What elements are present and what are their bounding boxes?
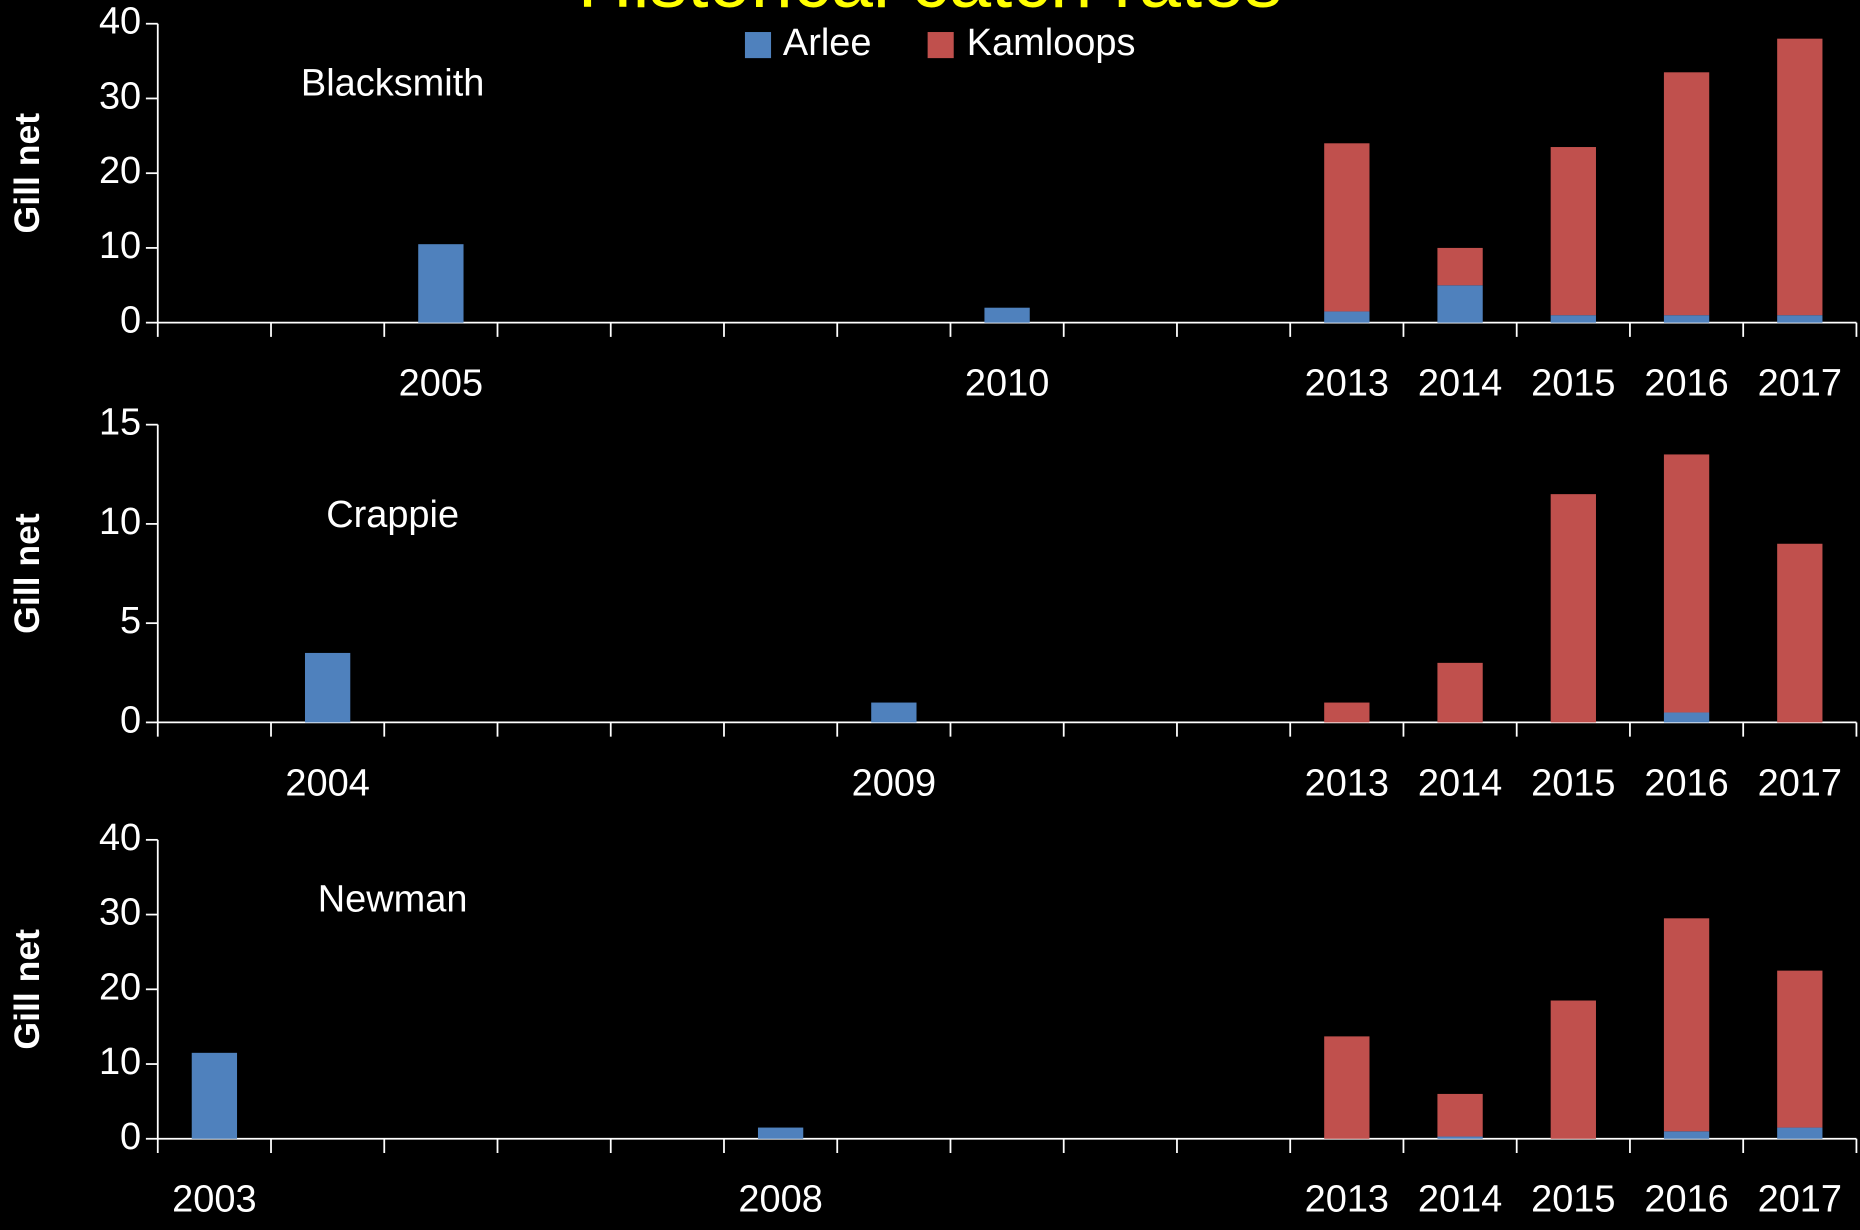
y-axis-label: Gill net [7, 929, 47, 1050]
bar-segment [757, 1127, 804, 1139]
bar-segment [1663, 918, 1710, 1132]
bar-segment [1324, 311, 1370, 323]
y-tick-label: 0 [120, 1116, 141, 1158]
x-tick-label: 2014 [1418, 762, 1502, 804]
legend-swatch [744, 32, 772, 59]
panel-label: Crappie [326, 494, 459, 536]
x-tick-label: 2016 [1644, 363, 1728, 405]
legend-swatch [927, 32, 954, 59]
chart: 0 10 20 30 40 Gill net Blacksmith 2005 2010 2013 2… [7, 1, 1858, 405]
y-axis-label: Gill net [7, 113, 47, 234]
x-tick-label: 2015 [1531, 762, 1615, 804]
bar-segment [1777, 543, 1823, 723]
y-tick-label: 40 [99, 1, 141, 43]
bar-segment [1550, 147, 1596, 316]
bar-segment [304, 652, 351, 723]
bar-segment [1663, 315, 1710, 323]
x-tick-label: 2010 [965, 363, 1049, 405]
chart: 0 10 20 30 40 Gill net Newman 2003 2008 2013 2014 2… [7, 817, 1858, 1221]
x-tick-label: 2015 [1531, 363, 1615, 405]
legend-label: Arlee [783, 22, 872, 64]
x-tick-label: 2014 [1418, 1179, 1502, 1221]
x-tick-label: 2013 [1305, 363, 1389, 405]
bar-segment [1663, 72, 1710, 316]
x-tick-label: 2017 [1758, 363, 1842, 405]
x-tick-label: 2013 [1305, 762, 1389, 804]
bar-segment [1663, 454, 1710, 713]
bar-segment [1324, 1036, 1370, 1139]
y-tick-label: 40 [99, 817, 141, 859]
y-tick-label: 5 [120, 600, 141, 642]
x-tick-label: 2017 [1758, 1179, 1842, 1221]
x-tick-label: 2013 [1305, 1179, 1389, 1221]
y-tick-label: 10 [99, 501, 141, 543]
bar-segment [1437, 662, 1483, 723]
bar-segment [1437, 1136, 1483, 1139]
bar-segment [191, 1052, 238, 1139]
bar-segment [1777, 315, 1823, 323]
bar-segment [1550, 315, 1596, 323]
chart: 0 5 10 15 Gill net Crappie 2004 2009 2013 2014 201… [7, 402, 1858, 804]
y-tick-label: 10 [99, 1041, 141, 1083]
x-tick-label: 2015 [1531, 1179, 1615, 1221]
x-tick-label: 2016 [1644, 762, 1728, 804]
x-tick-label: 2005 [399, 363, 483, 405]
panel-label: Blacksmith [301, 62, 484, 104]
bar-segment [1437, 1093, 1483, 1137]
bar-segment [1324, 702, 1370, 723]
bar-segment [1437, 247, 1483, 286]
x-tick-label: 2017 [1758, 762, 1842, 804]
x-tick-label: 2004 [285, 762, 369, 804]
x-tick-label: 2016 [1644, 1179, 1728, 1221]
y-tick-label: 10 [99, 225, 141, 267]
x-tick-label: 2008 [738, 1179, 822, 1221]
y-axis-label: Gill net [7, 513, 47, 634]
bar-segment [984, 307, 1030, 323]
bar-segment [1777, 38, 1823, 316]
y-tick-label: 20 [99, 150, 141, 192]
bar-segment [1777, 1127, 1823, 1139]
y-tick-label: 30 [99, 75, 141, 117]
bar-segment [1550, 494, 1596, 723]
bar-segment [1777, 970, 1823, 1128]
slide-title: Historical catch rates [578, 0, 1282, 24]
legend-label: Kamloops [967, 22, 1136, 64]
y-tick-label: 15 [99, 402, 141, 444]
bar-segment [1324, 143, 1370, 312]
bar-segment [1550, 1000, 1596, 1139]
y-tick-label: 20 [99, 966, 141, 1008]
x-tick-label: 2014 [1418, 363, 1502, 405]
bar-segment [418, 244, 464, 323]
bar-segment [1663, 712, 1710, 723]
slide: Historical catch rates Arlee Kamloops 0 1… [7, 0, 1858, 1221]
y-tick-label: 0 [120, 699, 141, 741]
bar-segment [1437, 285, 1483, 323]
bar-segment [1663, 1131, 1710, 1139]
x-tick-label: 2003 [172, 1179, 256, 1221]
x-tick-label: 2009 [852, 762, 936, 804]
panel-label: Newman [318, 879, 468, 921]
y-tick-label: 30 [99, 892, 141, 934]
bar-segment [871, 702, 917, 723]
y-tick-label: 0 [120, 300, 141, 342]
